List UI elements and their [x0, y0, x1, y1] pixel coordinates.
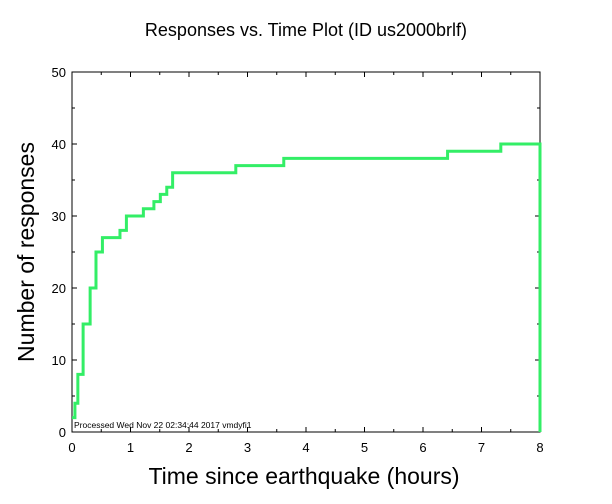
- y-tick-label: 30: [52, 209, 66, 224]
- x-tick-label: 3: [244, 440, 251, 455]
- y-tick-label: 40: [52, 137, 66, 152]
- series-line: [72, 142, 542, 432]
- x-tick-label: 0: [68, 440, 75, 455]
- x-axis-ticks: 0 1 2 3 4 5 6 7 8: [68, 72, 544, 455]
- y-tick-label: 50: [52, 65, 66, 80]
- y-tick-label: 20: [52, 281, 66, 296]
- x-tick-label: 8: [536, 440, 543, 455]
- x-tick-label: 4: [302, 440, 309, 455]
- y-tick-label: 10: [52, 353, 66, 368]
- x-tick-label: 2: [185, 440, 192, 455]
- y-axis-label: Number of responses: [13, 142, 39, 362]
- plot-frame: [71, 71, 541, 433]
- y-axis-ticks: 0 10 20 30 40 50: [52, 65, 540, 440]
- x-axis-label: Time since earthquake (hours): [148, 463, 459, 489]
- y-tick-label: 0: [59, 425, 66, 440]
- processed-note: Processed Wed Nov 22 02:34:44 2017 vmdyf…: [74, 420, 252, 430]
- x-tick-label: 5: [361, 440, 368, 455]
- x-tick-label: 1: [127, 440, 134, 455]
- x-tick-label: 6: [419, 440, 426, 455]
- chart-title: Responses vs. Time Plot (ID us2000brlf): [145, 20, 467, 40]
- x-tick-label: 7: [478, 440, 485, 455]
